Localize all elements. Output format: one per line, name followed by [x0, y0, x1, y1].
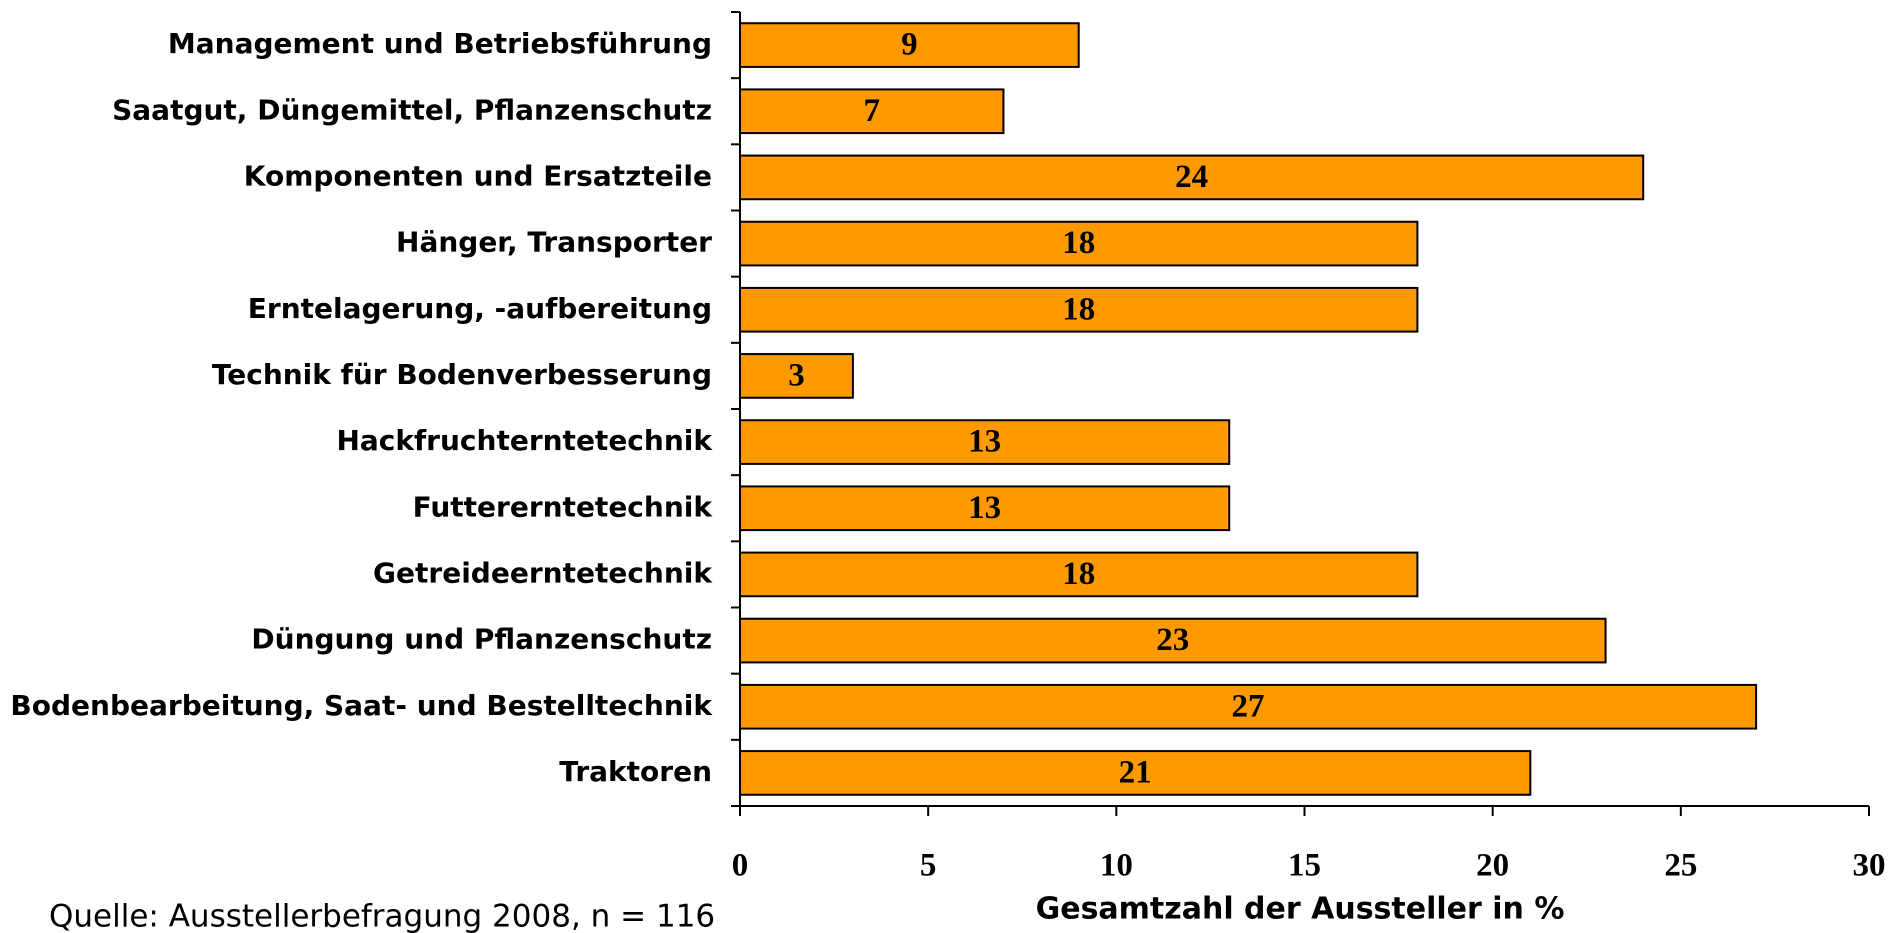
y-tick-label: Technik für Bodenverbesserung [212, 358, 712, 391]
y-tick-label: Saatgut, Düngemittel, Pflanzenschutz [112, 93, 712, 126]
value-label: 9 [901, 27, 918, 63]
bar [739, 750, 1532, 796]
bar [739, 22, 1080, 68]
bar [739, 353, 854, 399]
bar [739, 551, 1419, 598]
y-tick-label: Bodenbearbeitung, Saat- und Bestelltechn… [10, 689, 713, 722]
bar [739, 88, 1005, 135]
source-note: Quelle: Ausstellerbefragung 2008, n = 11… [49, 899, 715, 933]
value-label: 24 [1175, 159, 1208, 195]
value-label: 21 [1119, 754, 1152, 790]
y-tick-label: Erntelagerung, -aufbereitung [248, 292, 712, 325]
x-tick-label: 20 [1476, 848, 1509, 884]
bar [739, 154, 1645, 201]
bar [739, 617, 1607, 664]
x-tick-label: 10 [1100, 848, 1133, 884]
y-tick-label: Düngung und Pflanzenschutz [251, 623, 712, 656]
value-label: 18 [1062, 291, 1095, 327]
y-tick-label: Komponenten und Ersatzteile [244, 159, 712, 192]
y-tick-label: Hänger, Transporter [396, 226, 712, 259]
value-label: 23 [1156, 622, 1189, 658]
value-label: 13 [968, 490, 1001, 526]
value-label: 13 [968, 424, 1001, 460]
x-tick-label: 0 [732, 848, 749, 884]
y-tick-label: Futtererntetechnik [413, 490, 714, 523]
value-label: 27 [1232, 688, 1265, 724]
x-tick-label: 25 [1664, 848, 1697, 884]
bar [739, 220, 1419, 267]
x-tick-label: 15 [1288, 848, 1321, 884]
x-tick-label: 30 [1853, 848, 1886, 884]
bar [739, 683, 1758, 730]
bar [739, 286, 1419, 333]
bar [739, 485, 1231, 532]
y-tick-label: Management und Betriebsführung [168, 27, 712, 60]
value-label: 7 [863, 93, 880, 129]
bar [739, 419, 1231, 465]
x-tick-label: 5 [920, 848, 937, 884]
value-label: 18 [1062, 556, 1095, 592]
y-tick-label: Getreideerntetechnik [373, 556, 713, 589]
x-axis-title: Gesamtzahl der Aussteller in % [1036, 892, 1565, 927]
value-label: 3 [788, 357, 805, 393]
y-tick-label: Traktoren [559, 755, 712, 788]
value-label: 18 [1062, 225, 1095, 261]
y-tick-label: Hackfruchterntetechnik [336, 424, 713, 457]
